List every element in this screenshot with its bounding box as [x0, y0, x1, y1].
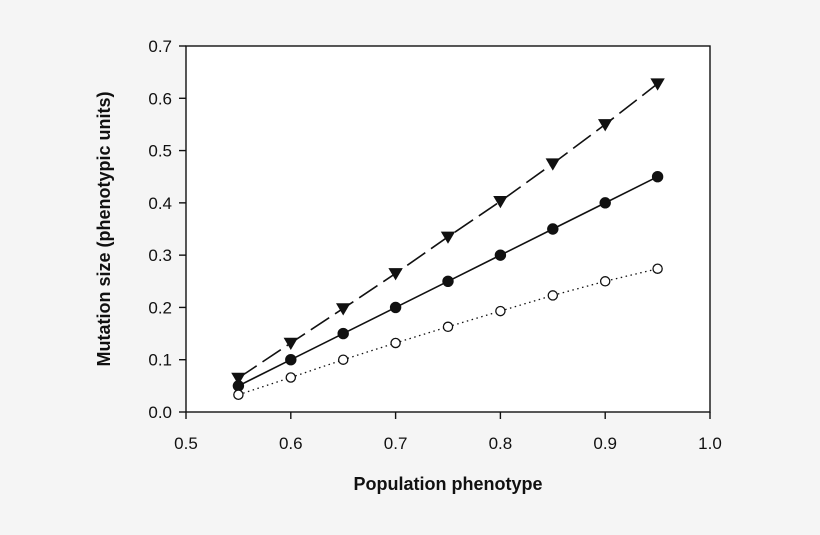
data-point: [337, 354, 349, 365]
axis-ticks: 0.5 0.6 0.7 0.8 0.9 1.0 0.0 0.1 0.2 0.3 0.4 0.5 0.6 0…: [148, 37, 721, 453]
data-point: [336, 303, 351, 316]
x-tick-label: 0.6: [279, 434, 303, 453]
data-point: [389, 301, 402, 314]
y-tick-label: 0.0: [148, 403, 172, 422]
data-point: [650, 78, 665, 91]
data-point: [390, 337, 401, 349]
data-point: [495, 305, 506, 317]
plot-frame: [185, 45, 711, 413]
y-tick-label: 0.6: [148, 89, 172, 108]
data-point: [599, 276, 611, 287]
data-point: [652, 263, 663, 274]
y-tick-label: 0.1: [148, 351, 172, 370]
y-tick-label: 0.2: [148, 298, 172, 317]
data-point: [388, 268, 403, 281]
data-point: [442, 275, 454, 287]
x-tick-label: 0.5: [174, 434, 198, 453]
data-point: [494, 249, 507, 261]
data-point: [231, 372, 246, 385]
data-point: [651, 171, 664, 183]
data-point: [285, 372, 297, 383]
x-tick-label: 0.7: [384, 434, 408, 453]
data-point: [233, 389, 244, 400]
data-point: [547, 223, 559, 235]
y-tick-label: 0.7: [148, 37, 172, 56]
series-group: [231, 78, 665, 400]
y-tick-label: 0.3: [148, 246, 172, 265]
plot-area: [185, 45, 711, 413]
data-point: [545, 158, 560, 171]
x-tick-label: 0.8: [489, 434, 513, 453]
series-1: [231, 78, 665, 385]
data-point: [285, 354, 297, 366]
data-point: [337, 327, 349, 340]
x-tick-label: 0.9: [593, 434, 617, 453]
data-point: [547, 290, 559, 301]
data-point: [598, 119, 613, 132]
data-point: [599, 197, 611, 209]
y-tick-label: 0.4: [148, 194, 172, 213]
y-axis-title: Mutation size (phenotypic units): [94, 92, 114, 367]
series-3: [233, 263, 663, 400]
data-point: [493, 196, 508, 209]
x-tick-label: 1.0: [698, 434, 722, 453]
data-point: [440, 231, 456, 244]
data-point: [283, 337, 298, 350]
x-axis-title: Population phenotype: [354, 474, 543, 494]
y-tick-label: 0.5: [148, 142, 172, 161]
series-2: [232, 171, 664, 392]
data-point: [442, 321, 454, 333]
